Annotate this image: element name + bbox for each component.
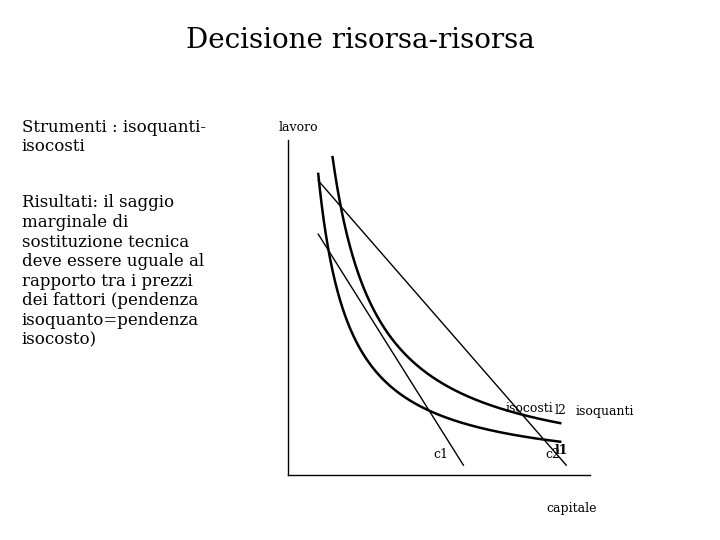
Text: isocosti: isocosti [505,402,554,415]
Text: l2: l2 [554,404,566,417]
Text: c1: c1 [433,448,448,461]
Text: Risultati: il saggio
marginale di
sostituzione tecnica
deve essere uguale al
rap: Risultati: il saggio marginale di sostit… [22,194,204,349]
Text: Decisione risorsa-risorsa: Decisione risorsa-risorsa [186,27,534,54]
Text: Strumenti : isoquanti-
isocosti: Strumenti : isoquanti- isocosti [22,119,206,156]
Text: isoquanti: isoquanti [575,406,634,419]
Text: capitale: capitale [546,502,596,515]
Text: c2: c2 [545,448,560,461]
Text: lavoro: lavoro [279,121,318,134]
Text: l1: l1 [554,444,567,457]
